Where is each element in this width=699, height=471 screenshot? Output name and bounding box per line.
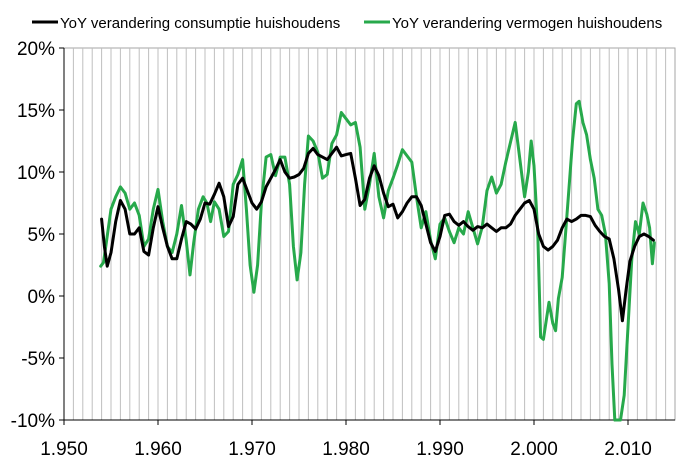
plot-area: -10% -5% 0% 5% 10% 15% 20% 1.950 1.960 1.970 1.98… <box>11 39 676 460</box>
y-tick-label: 20% <box>17 39 55 60</box>
x-tick-label: 1.980 <box>322 439 370 460</box>
x-tick-label: 1.990 <box>416 439 464 460</box>
x-axis-ticks: 1.950 1.960 1.970 1.980 1.990 2.000 2.010 <box>40 420 652 460</box>
y-tick-label: 0% <box>28 287 56 308</box>
series-layer <box>99 99 656 422</box>
y-tick-label: 10% <box>17 163 55 184</box>
y-tick-label: 15% <box>17 101 55 122</box>
series-line-vermogen <box>99 99 656 422</box>
x-tick-label: 1.960 <box>134 439 182 460</box>
x-tick-label: 2.000 <box>510 439 558 460</box>
legend: YoY verandering consumptie huishoudens Y… <box>32 15 662 32</box>
x-tick-label: 1.950 <box>40 439 88 460</box>
x-tick-label: 2.010 <box>604 439 652 460</box>
plot-frame <box>63 47 676 421</box>
x-tick-label: 1.970 <box>228 439 276 460</box>
y-tick-label: -5% <box>21 349 55 370</box>
y-tick-label: 5% <box>28 225 56 246</box>
vertical-gridlines <box>72 48 667 420</box>
series-line-consumptie <box>100 145 655 323</box>
legend-label-vermogen: YoY verandering vermogen huishoudens <box>392 15 662 32</box>
legend-item-consumptie: YoY verandering consumptie huishoudens <box>32 15 340 32</box>
legend-label-consumptie: YoY verandering consumptie huishoudens <box>60 15 340 32</box>
legend-item-vermogen: YoY verandering vermogen huishoudens <box>364 15 662 32</box>
y-tick-label: -10% <box>11 411 55 432</box>
y-axis-ticks: -10% -5% 0% 5% 10% 15% 20% <box>11 39 64 432</box>
